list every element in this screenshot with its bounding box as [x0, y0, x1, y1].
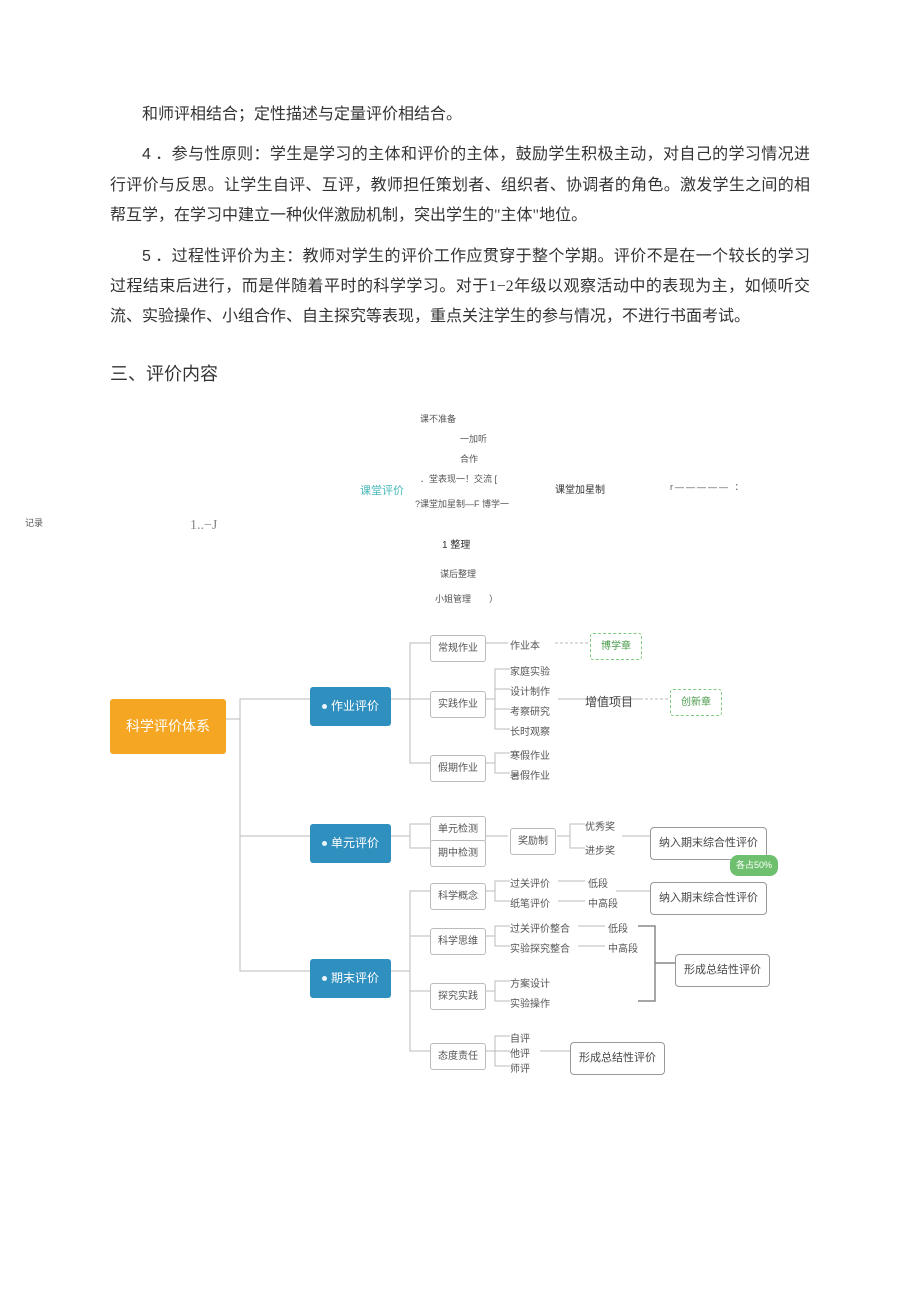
- p1-body: ．参与性原则：学生是学习的主体和评价的主体，鼓励学生积极主动，对自己的学习情况进…: [110, 146, 810, 224]
- leaf-exp-integ: 实验探究整合: [510, 940, 570, 959]
- leaf-home-exp: 家庭实验: [510, 663, 550, 682]
- frag-f: ?课堂加星制—F 博学一: [415, 496, 509, 513]
- paragraph-5: 5 ．过程性评价为主：教师对学生的评价工作应贯穿于整个学期。评价不是在一个较长的…: [110, 242, 810, 333]
- cat-final-label: 期末评价: [331, 967, 379, 990]
- leaf-workbook: 作业本: [510, 637, 540, 656]
- sub-routine: 常规作业: [430, 635, 486, 662]
- frag-h: r————— ：: [670, 479, 746, 496]
- leaf-operation: 实验操作: [510, 995, 550, 1014]
- cat-dot-icon: [322, 841, 327, 846]
- frag-i: 1..−J: [190, 513, 217, 540]
- paragraph-intro: 和师评相结合；定性描述与定量评价相结合。: [110, 100, 810, 130]
- leaf-survey: 考察研究: [510, 703, 550, 722]
- leaf-longobs: 长时观察: [510, 723, 550, 742]
- frag-e: 课堂评价: [360, 481, 404, 502]
- leaf-teacher: 师评: [510, 1060, 530, 1079]
- badge-boxue: 博学章: [590, 633, 642, 660]
- result-summary-1: 形成总结性评价: [675, 954, 770, 987]
- sub-attitude: 态度责任: [430, 1043, 486, 1070]
- cat-dot-icon: [322, 976, 327, 981]
- cat-unit: 单元评价: [310, 824, 391, 863]
- leaf-midhigh-1: 中高段: [588, 895, 618, 914]
- frag-j: 1 整理: [442, 536, 470, 555]
- leaf-excellent: 优秀奖: [585, 818, 615, 837]
- section-heading: 三、评价内容: [110, 357, 810, 391]
- result-concept: 纳入期末综合性评价: [650, 882, 767, 915]
- leaf-winter: 寒假作业: [510, 747, 550, 766]
- frag-m: 小姐管理 ）: [435, 591, 498, 608]
- frag-d: ．堂表现一！交流 [: [420, 471, 497, 488]
- cat-final: 期末评价: [310, 959, 391, 998]
- cat-unit-label: 单元评价: [331, 832, 379, 855]
- badge-50pct: 各占50%: [730, 855, 778, 876]
- cat-homework: 作业评价: [310, 687, 391, 726]
- node-zengzhi: 增值项目: [585, 691, 633, 714]
- leaf-plan: 方案设计: [510, 975, 550, 994]
- frag-b: 一加听: [460, 431, 487, 448]
- diagram-container: 课不准备 一加听 合作 ．堂表现一！交流 [ 课堂评价 ?课堂加星制—F 博学一…: [110, 411, 810, 1161]
- frag-g: 课堂加星制: [555, 481, 605, 500]
- frag-k: 记录: [25, 515, 43, 532]
- sub-award: 奖励制: [510, 828, 556, 855]
- leaf-low-2: 低段: [608, 920, 628, 939]
- leaf-midhigh-2: 中高段: [608, 940, 638, 959]
- leaf-paper-eval: 纸笔评价: [510, 895, 550, 914]
- result-summary-2: 形成总结性评价: [570, 1042, 665, 1075]
- badge-chuangxin: 创新章: [670, 689, 722, 716]
- leaf-design: 设计制作: [510, 683, 550, 702]
- sub-explore: 探究实践: [430, 983, 486, 1010]
- paragraph-4: 4 ．参与性原则：学生是学习的主体和评价的主体，鼓励学生积极主动，对自己的学习情…: [110, 140, 810, 231]
- leaf-pass-eval: 过关评价: [510, 875, 550, 894]
- sub-mid-test: 期中检测: [430, 840, 486, 867]
- sub-practice: 实践作业: [430, 691, 486, 718]
- leaf-pass-integ: 过关评价整合: [510, 920, 570, 939]
- cat-dot-icon: [322, 704, 327, 709]
- num-5: 5: [142, 248, 151, 265]
- leaf-summer: 暑假作业: [510, 767, 550, 786]
- sub-holiday: 假期作业: [430, 755, 486, 782]
- leaf-progress: 进步奖: [585, 842, 615, 861]
- leaf-low-1: 低段: [588, 875, 608, 894]
- sub-thinking: 科学思维: [430, 928, 486, 955]
- root-node: 科学评价体系: [110, 699, 226, 754]
- frag-c: 合作: [460, 451, 478, 468]
- frag-l: 谋后整理: [440, 566, 476, 583]
- cat-homework-label: 作业评价: [331, 695, 379, 718]
- sub-unit-test: 单元检测: [430, 816, 486, 843]
- frag-a: 课不准备: [420, 411, 456, 428]
- p2-body: ．过程性评价为主：教师对学生的评价工作应贯穿于整个学期。评价不是在一个较长的学习…: [110, 248, 810, 326]
- num-4: 4: [142, 146, 151, 163]
- sub-concept: 科学概念: [430, 883, 486, 910]
